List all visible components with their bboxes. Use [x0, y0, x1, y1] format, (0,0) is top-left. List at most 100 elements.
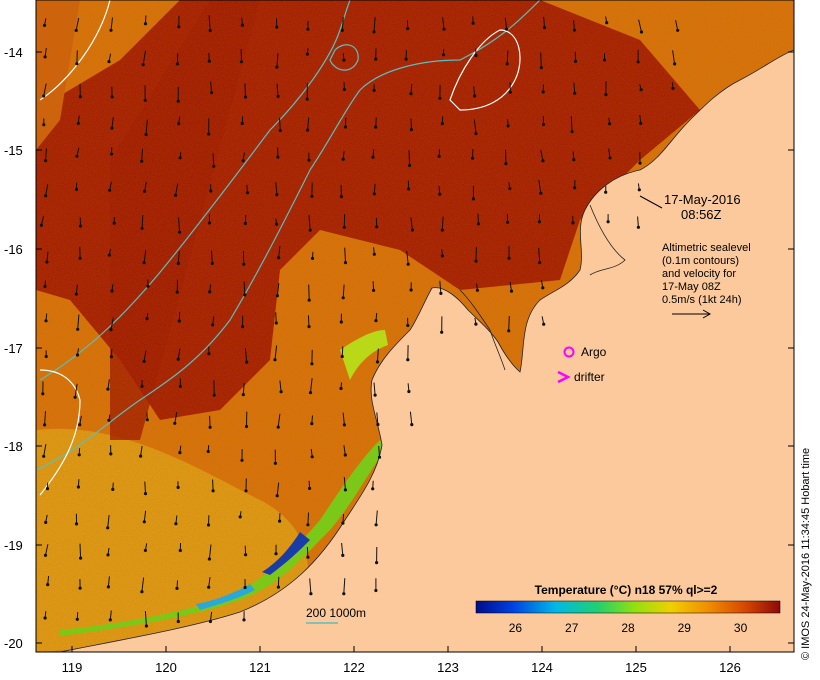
coastline-detail-2 — [589, 204, 626, 276]
velocity-vector-head — [174, 522, 178, 526]
velocity-vector — [276, 283, 280, 296]
depth-contour-1000m — [39, 369, 81, 496]
velocity-vector-head — [442, 27, 446, 31]
velocity-vector-head — [608, 156, 612, 160]
velocity-vector — [276, 482, 280, 496]
velocity-vector-head — [207, 59, 211, 63]
velocity-vector — [110, 317, 114, 330]
velocity-vector-head — [178, 230, 182, 234]
velocity-vector-head — [572, 158, 576, 162]
velocity-vector-head — [212, 393, 216, 397]
velocity-vector — [441, 216, 444, 231]
velocity-vector-head — [243, 95, 248, 99]
velocity-vector-head — [176, 357, 180, 361]
velocity-vector-head — [476, 222, 481, 226]
velocity-vector — [45, 148, 47, 161]
velocity-vector-head — [342, 423, 346, 427]
velocity-vector-head — [143, 548, 147, 553]
velocity-vector-head — [273, 358, 277, 362]
velocity-vector — [377, 348, 379, 362]
velocity-vector-head — [539, 191, 543, 195]
colorbar-tick-label: 29 — [678, 621, 692, 635]
velocity-vector-head — [341, 296, 345, 300]
velocity-vector — [373, 183, 376, 194]
velocity-vector-head — [539, 66, 543, 70]
velocity-vector — [107, 514, 110, 528]
velocity-vector-head — [43, 553, 48, 557]
velocity-vector — [341, 16, 344, 31]
velocity-vector — [141, 577, 145, 592]
velocity-vector — [278, 245, 281, 258]
velocity-vector-head — [406, 27, 410, 31]
velocity-vector-head — [440, 228, 444, 232]
velocity-vector — [408, 150, 411, 166]
velocity-vector — [442, 17, 445, 30]
velocity-vector-head — [504, 162, 508, 166]
x-tick-label: 123 — [437, 660, 459, 675]
velocity-vector-head — [310, 256, 315, 260]
velocity-vector-head — [372, 288, 376, 292]
y-tick-label: -15 — [4, 143, 23, 158]
velocity-vector-head — [538, 260, 542, 265]
velocity-vector-head — [406, 323, 410, 328]
velocity-vector — [208, 15, 211, 31]
velocity-vector-head — [106, 585, 110, 589]
velocity-vector-head — [639, 30, 644, 34]
velocity-vector-head — [541, 286, 545, 290]
velocity-vector-head — [676, 28, 680, 32]
velocity-vector — [142, 50, 146, 65]
colorbar — [475, 600, 781, 614]
velocity-vector-head — [309, 592, 313, 596]
velocity-vector-head — [243, 221, 247, 225]
velocity-vector-head — [43, 423, 47, 427]
velocity-vector — [506, 50, 509, 64]
velocity-vector-head — [45, 487, 50, 491]
velocity-vector — [308, 284, 310, 301]
velocity-vector-head — [605, 21, 609, 25]
velocity-vector-head — [74, 28, 78, 32]
velocity-vector-head — [308, 391, 313, 395]
velocity-vector-head — [310, 362, 314, 366]
coastal-green-patch — [340, 330, 388, 380]
velocity-vector — [409, 411, 413, 425]
altimetry-line: 0.5m/s (1kt 24h) — [662, 294, 741, 306]
velocity-vector — [211, 250, 213, 264]
velocity-vector-head — [111, 487, 115, 491]
velocity-vector-head — [471, 197, 475, 201]
velocity-vector — [107, 379, 110, 390]
velocity-vector-head — [174, 193, 178, 197]
velocity-vector-head — [76, 327, 80, 331]
velocity-vector-head — [310, 455, 314, 459]
velocity-vector-head — [207, 352, 211, 356]
velocity-vector — [140, 445, 143, 457]
velocity-vector-head — [372, 192, 376, 196]
velocity-vector — [276, 83, 279, 97]
velocity-vector-head — [140, 159, 144, 163]
velocity-vector — [406, 251, 409, 265]
velocity-vector-head — [276, 425, 280, 429]
velocity-vector — [310, 378, 313, 393]
velocity-vector-head — [43, 55, 47, 59]
x-tick-label: 122 — [343, 660, 365, 675]
velocity-vector-head — [505, 62, 509, 66]
velocity-vector-head — [178, 156, 182, 160]
velocity-vector — [638, 19, 642, 33]
velocity-vector-head — [109, 452, 113, 456]
velocity-vector — [341, 346, 344, 357]
x-tick-label: 125 — [625, 660, 647, 675]
velocity-vectors — [39, 15, 680, 628]
velocity-vector-head — [242, 618, 246, 622]
colorbar-title: Temperature (°C) n18 57% ql>=2 — [535, 583, 718, 597]
velocity-vector-head — [42, 123, 46, 127]
longitude-ticks: 119 120 121 122 123 124 125 126 — [62, 646, 741, 675]
velocity-vector-head — [275, 25, 279, 29]
velocity-vector-head — [276, 155, 280, 159]
velocity-vector-head — [76, 121, 80, 125]
velocity-vector — [110, 17, 113, 31]
velocity-vector-head — [41, 392, 45, 396]
velocity-vector-head — [141, 63, 145, 67]
velocity-vector — [111, 116, 114, 129]
velocity-vector-head — [308, 486, 312, 490]
velocity-vector-head — [373, 393, 377, 397]
velocity-vector — [75, 17, 80, 31]
